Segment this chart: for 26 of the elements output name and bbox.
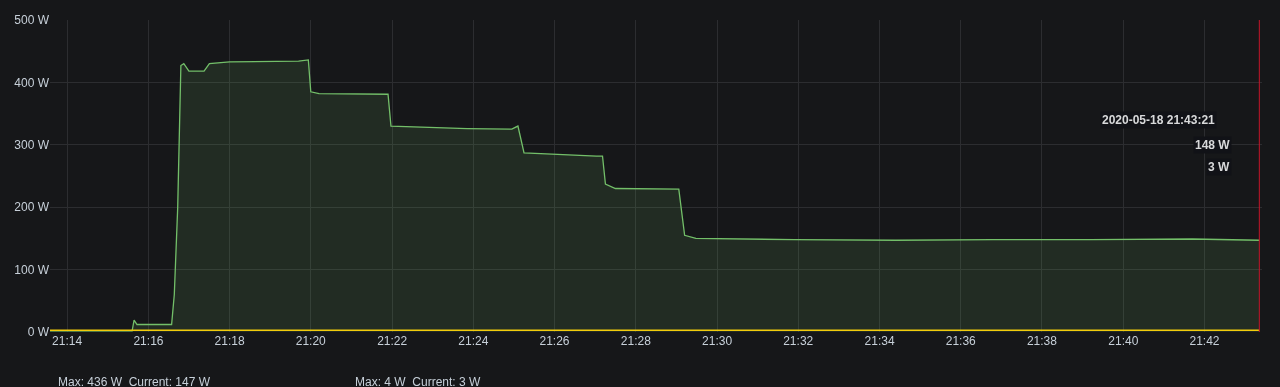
y-tick-label: 100 W bbox=[14, 262, 50, 277]
text: Max: 436 W Current: 147 W bbox=[58, 375, 211, 387]
annotation: 3 W bbox=[1208, 160, 1231, 174]
x-tick-label: 21:42 bbox=[1189, 334, 1220, 348]
x-tick-label: 21:18 bbox=[214, 334, 245, 348]
y-tick-label: 400 W bbox=[14, 75, 50, 90]
x-tick-label: 21:36 bbox=[945, 334, 977, 348]
x-tick-label: 21:20 bbox=[295, 334, 327, 348]
x-tick-label: 21:14 bbox=[52, 334, 83, 348]
y-tick-label: 300 W bbox=[14, 138, 50, 152]
y-tick-label: 500 W bbox=[14, 13, 50, 28]
x-tick-label: 21:28 bbox=[620, 334, 652, 348]
text: Max: 4 W Current: 3 W bbox=[355, 375, 482, 387]
annotation: 2020-05-18 21:43:21 bbox=[1102, 113, 1216, 127]
x-tick-label: 21:26 bbox=[539, 334, 570, 348]
x-tick-label: 21:24 bbox=[458, 334, 489, 348]
x-tick-label: 21:32 bbox=[783, 334, 814, 348]
x-tick-label: 21:34 bbox=[864, 334, 895, 348]
x-tick-label: 21:38 bbox=[1026, 334, 1058, 348]
y-tick-label: 0 W bbox=[27, 325, 50, 340]
x-tick-label: 21:30 bbox=[702, 334, 733, 348]
x-tick-label: 21:22 bbox=[377, 334, 408, 348]
x-tick-label: 21:40 bbox=[1108, 334, 1139, 348]
y-tick-label: 200 W bbox=[14, 200, 50, 215]
x-tick-label: 21:16 bbox=[133, 334, 164, 348]
annotation: 148 W bbox=[1195, 138, 1231, 152]
